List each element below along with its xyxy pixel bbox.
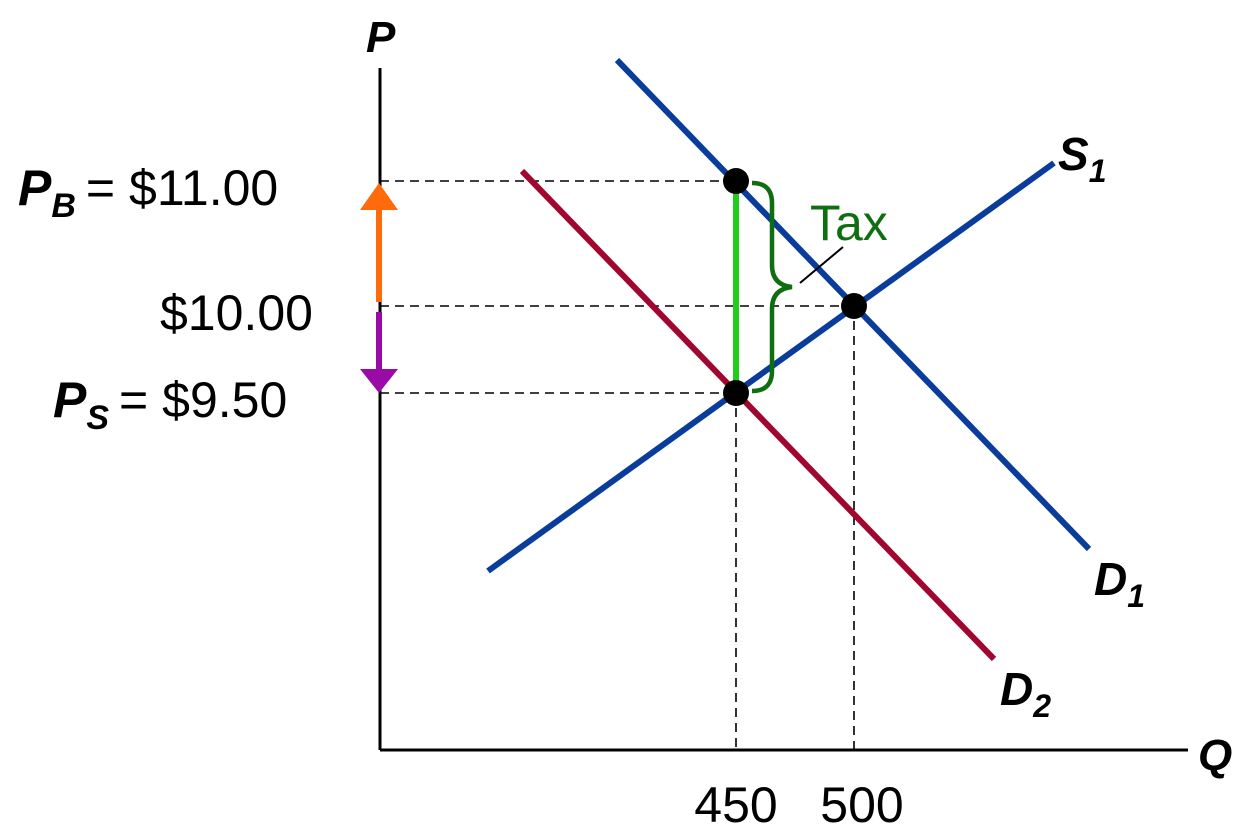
tax-brace: [751, 180, 793, 394]
x-axis-label: Q: [1198, 731, 1232, 780]
buyer-price-increase-arrow: [360, 183, 398, 302]
guide-lines: [380, 180, 855, 750]
s1-label-sub: 1: [1089, 153, 1107, 189]
d1-label: D1: [1094, 553, 1145, 614]
down-arrow-head: [360, 369, 398, 393]
demand-curve-d2: [519, 168, 997, 662]
buyer-point: [723, 168, 749, 194]
ps-sub: S: [86, 399, 109, 437]
tax-annotation-leader: [799, 246, 844, 284]
pb-sub: B: [51, 187, 76, 225]
seller-point: [723, 380, 749, 406]
d2-label-sub: 2: [1032, 688, 1051, 724]
d1-label-sub: 1: [1127, 578, 1145, 614]
up-arrow-head: [360, 183, 398, 210]
ps-label: PS = $9.50: [53, 372, 287, 437]
pb-letter: P: [18, 160, 52, 216]
tick-label-500: 500: [820, 777, 903, 829]
s1-label-letter: S: [1058, 128, 1089, 180]
tick-label-450: 450: [694, 777, 777, 829]
seller-price-decrease-arrow: [360, 312, 398, 393]
y-axis-label: P: [366, 13, 396, 62]
tax-annotation: Tax: [810, 195, 888, 251]
d2-label-letter: D: [1000, 663, 1033, 715]
equilibrium-point: [841, 293, 867, 319]
d1-label-letter: D: [1094, 553, 1127, 605]
ps-value: = $9.50: [119, 372, 287, 428]
pb-label: PB = $11.00: [18, 160, 278, 225]
d2-label: D2: [1000, 663, 1051, 724]
s1-label: S1: [1058, 128, 1106, 189]
pb-value: = $11.00: [86, 160, 278, 216]
p10-label: $10.00: [160, 285, 313, 341]
ps-letter: P: [53, 372, 87, 428]
